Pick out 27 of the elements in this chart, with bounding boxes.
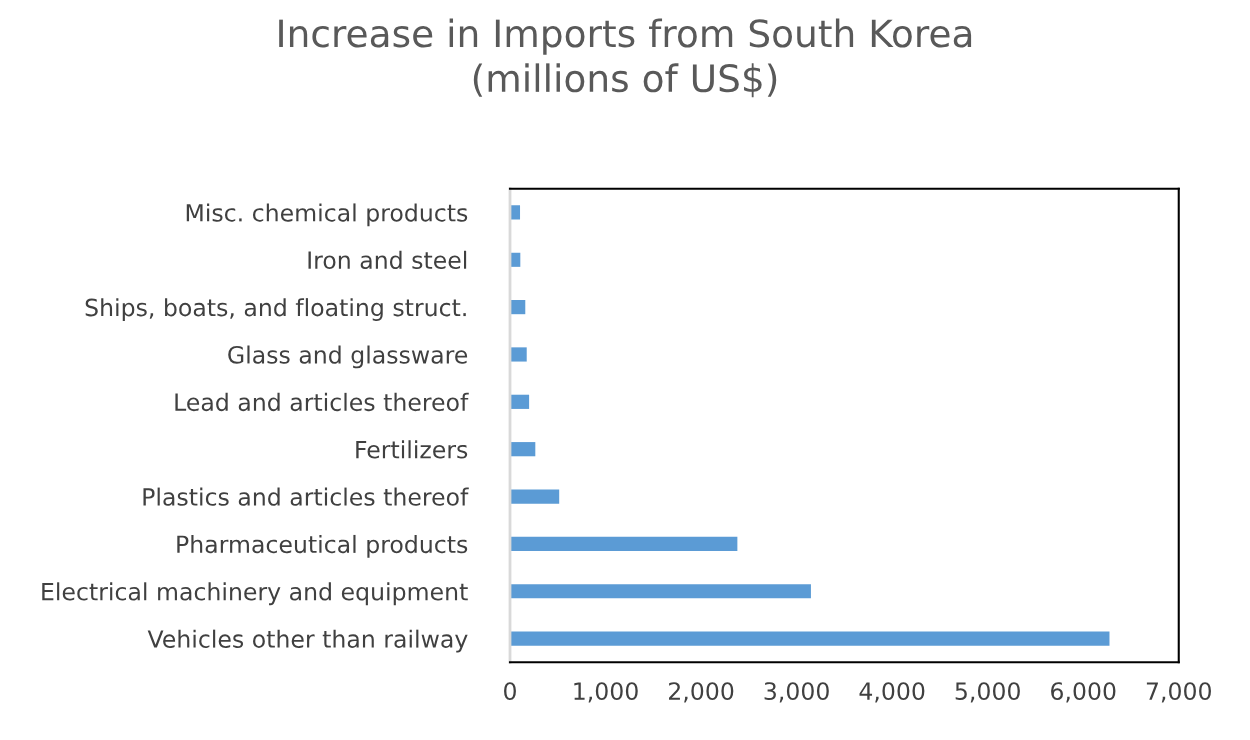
y-tick-label: Pharmaceutical products (177, 534, 468, 558)
y-tick-label: Misc. chemical products (186, 203, 468, 227)
bar (510, 631, 1110, 646)
x-tick-label: 7,000 (1146, 682, 1211, 703)
y-tick-label: Glass and glassware (228, 345, 468, 369)
x-tick-label: 5,000 (955, 682, 1020, 703)
bar (510, 442, 536, 457)
y-tick-label: Electrical machinery and equipment (42, 582, 468, 606)
x-tick-label: 6,000 (1051, 682, 1116, 703)
chart-title: Increase in Imports from South Korea (millions of US$) (279, 18, 972, 98)
bar (510, 584, 811, 599)
x-tick-label: 0 (504, 682, 516, 701)
bar (510, 300, 526, 315)
bar (510, 394, 530, 409)
x-tick-label: 3,000 (764, 682, 829, 703)
bar (510, 347, 527, 362)
y-tick-label: Ships, boats, and floating struct. (85, 298, 466, 321)
x-tick-label: 1,000 (574, 682, 638, 703)
y-tick-label: Vehicles other than railway (147, 629, 468, 653)
y-tick-label: Fertilizers (356, 440, 468, 459)
y-tick-label: Iron and steel (308, 250, 467, 270)
x-tick-label: 4,000 (859, 682, 925, 703)
y-tick-label: Plastics and articles thereof (143, 487, 469, 506)
y-tick-label: Lead and articles thereof (175, 392, 469, 412)
bar (510, 536, 738, 551)
x-tick-label: 2,000 (669, 682, 734, 703)
bar (510, 489, 560, 504)
